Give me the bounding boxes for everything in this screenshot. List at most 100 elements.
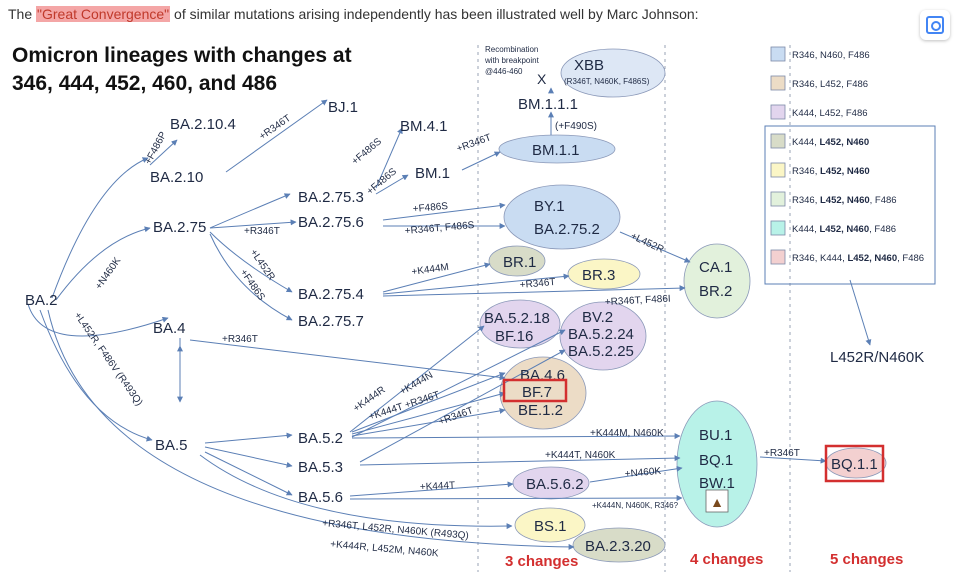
label-l452r-n460k: L452R/N460K (830, 349, 924, 366)
heading-line-2: 346, 444, 452, 460, and 486 (12, 72, 278, 95)
label-ba5-2: BA.5.2 (298, 430, 343, 447)
changes-label-four: 4 changes (690, 551, 763, 568)
edge-ba5-6-bw1 (349, 495, 683, 502)
mutation-k444n-n460k-r346: +K444N, N460K, R346? (592, 501, 679, 510)
changes-label-three: 3 changes (505, 553, 578, 570)
ca1-br2-ellipse (683, 243, 751, 319)
edge-bm1-bm1-1 (461, 151, 501, 171)
edge-ba5-2-bu1 (351, 433, 681, 440)
edge-ba5-2-be1-2 (351, 407, 506, 437)
edge-ba5-ba5-3 (204, 446, 293, 468)
mutation-r346t-br3: +R346T (519, 277, 556, 291)
label-br1: BR.1 (503, 254, 536, 271)
edge-ba5-ba5-2 (204, 432, 293, 444)
poop-emoji: ▲ (710, 494, 724, 510)
edge-ba2-10-bj1 (225, 99, 328, 173)
diagram-heading: Omicron lineages with changes at 346, 44… (12, 42, 352, 98)
edge-ba2-ba5 (39, 309, 153, 442)
label-ba2-75-2: BA.2.75.2 (534, 221, 600, 238)
label-bf16: BF.16 (495, 328, 533, 345)
label-ba2-75-3: BA.2.75.3 (298, 189, 364, 206)
edge-ba5-6-2-bq1 (589, 465, 683, 483)
legend-label-7: K444, L452, N460, F486 (792, 224, 896, 235)
legend-swatch-7 (770, 220, 786, 236)
label-bm1-1-1: BM.1.1.1 (518, 96, 578, 113)
edge-ba2-75-4-br2 (382, 285, 686, 297)
label-ba5-2-24: BA.5.2.24 (568, 326, 634, 343)
legend-label-2: R346, L452, F486 (792, 79, 868, 90)
edge-ba5-2-bv2 (351, 329, 566, 438)
legend-label-3: K444, L452, F486 (792, 108, 868, 119)
edge-ba2-10-ba2-10-4 (149, 139, 178, 166)
bu-bq-bw-ellipse (676, 400, 758, 528)
label-ba5-6: BA.5.6 (298, 489, 343, 506)
label-bm4-1: BM.4.1 (400, 118, 448, 135)
visual-search-button[interactable] (920, 10, 950, 40)
label-be1-2: BE.1.2 (518, 402, 563, 419)
legend-swatch-6 (770, 191, 786, 207)
mutation-f490s: (+F490S) (555, 121, 597, 132)
edge-ba2-ba4 (27, 303, 169, 337)
label-bw1: BW.1 (699, 475, 735, 492)
label-ba2-75-6: BA.2.75.6 (298, 214, 364, 231)
bs1-ellipse (514, 507, 586, 543)
mutation-r346t-bm1-1: +R346T (455, 132, 492, 155)
heading-line-1: Omicron lineages with changes at (12, 44, 352, 67)
mutation-f486s-bm1: +F486S (365, 166, 399, 197)
edge-ba2-75-4-br3 (382, 273, 570, 295)
mutation-n460k-bq1: +N460K (624, 466, 662, 480)
legend-swatch-4 (770, 133, 786, 149)
mutation-k444t-n460k: +K444T, N460K (545, 450, 616, 461)
mutation-k444m-n460k: +K444M, N460K (590, 428, 664, 439)
edge-ba2-75-3-bm1 (375, 174, 409, 195)
bf7-highlight-box (502, 378, 568, 403)
label-br2: BR.2 (699, 283, 732, 300)
bv2-ba5-2-24-ellipse (559, 301, 647, 371)
mutation-r346t-bq1-1: +R346T (764, 448, 800, 459)
mutation-l452r-f486v: +L452R, F486V (R493Q) (72, 310, 145, 408)
edge-ba5-ba5-6 (204, 451, 293, 496)
edge-ba2-75-ba2-75-4 (209, 231, 293, 293)
edge-ba2-75-3-bm4-1 (375, 127, 403, 189)
label-ba2: BA.2 (25, 292, 58, 309)
changes-label-five: 5 changes (830, 551, 903, 568)
legend-label-5: R346, L452, N460 (792, 166, 870, 177)
xbb-ellipse (560, 48, 666, 98)
caption-after: of similar mutations arising independent… (170, 6, 699, 22)
label-ca1: CA.1 (699, 259, 732, 276)
edge-ba2-ba2-3-20 (47, 309, 575, 550)
bq1-1-highlight-box (824, 444, 885, 483)
legend-swatch-2 (770, 75, 786, 91)
recombination-note-line-2: with breakpoint (484, 56, 540, 65)
mutation-r346t-ba4: +R346T (222, 334, 258, 345)
edge-ba5-6-ba5-6-2 (349, 481, 514, 497)
mutation-k444m: +K444M (411, 262, 450, 278)
mutation-f486s-by1: +F486S (412, 201, 448, 215)
legend-label-4: K444, L452, N460 (792, 137, 869, 148)
legend-group-frame (764, 125, 936, 285)
edge-ba2-75-4-br1 (382, 262, 491, 293)
label-ba4: BA.4 (153, 320, 186, 337)
recombination-marker: X (537, 71, 547, 87)
label-ba5-6-2: BA.5.6.2 (526, 476, 584, 493)
bm1-1-ellipse (498, 134, 616, 164)
label-xbb: XBB (574, 57, 604, 74)
edge-ba2-ba2-75 (55, 226, 151, 301)
label-ba5: BA.5 (155, 437, 188, 454)
mutation-r346t-f486i: +R346T, F486I (605, 294, 671, 308)
edge-ba4-ba4-6 (189, 339, 506, 381)
mutation-r346t-2-75-6: +R346T (244, 226, 280, 237)
edge-ba5-2-ba4-6 (351, 372, 506, 433)
edge-ba5-2-ba5-2-18 (349, 325, 485, 433)
legend-label-8: R346, K444, L452, N460, F486 (792, 253, 924, 264)
label-by1: BY.1 (534, 198, 565, 215)
mutation-l452r-ca1: +L452R (629, 231, 666, 256)
label-bq1: BQ.1 (699, 452, 733, 469)
mutation-k444r-l452m-n460k: +K444R, L452M, N460K (330, 539, 440, 559)
label-br3: BR.3 (582, 267, 615, 284)
label-xbb-mutations: (R346T, N460K, F486S) (564, 77, 650, 86)
edge-bq1-bq1-1 (759, 456, 827, 464)
caption-before: The (8, 6, 37, 22)
recombination-note-line-1: Recombination (485, 45, 538, 54)
